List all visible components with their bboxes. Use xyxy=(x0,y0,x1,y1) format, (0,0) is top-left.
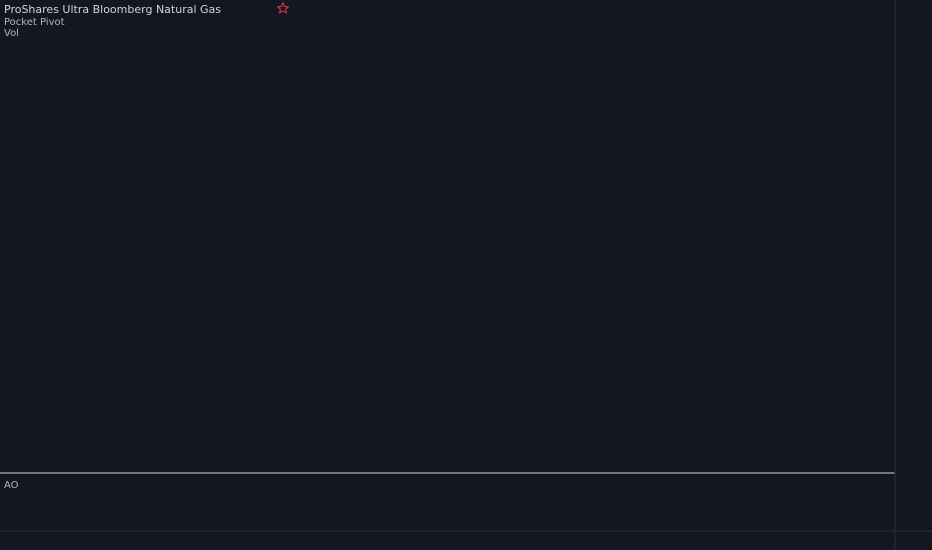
favorite-star[interactable] xyxy=(276,1,290,14)
volume-name: Vol xyxy=(4,28,19,39)
symbol-title: ProShares Ultra Bloomberg Natural Gas xyxy=(4,3,221,16)
indicator-name: Pocket Pivot xyxy=(4,17,65,28)
ao-title: AO xyxy=(4,480,19,491)
